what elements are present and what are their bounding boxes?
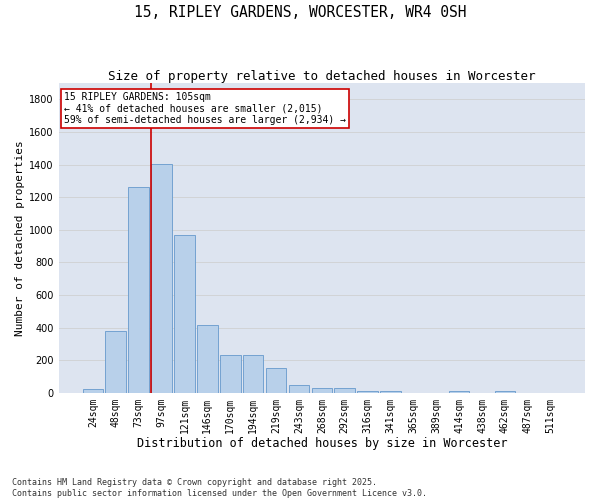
Bar	[311, 388, 332, 392]
Text: Contains HM Land Registry data © Crown copyright and database right 2025.
Contai: Contains HM Land Registry data © Crown c…	[12, 478, 427, 498]
Bar	[334, 388, 355, 392]
Bar	[197, 325, 218, 392]
Bar	[266, 368, 286, 392]
Bar	[289, 384, 309, 392]
Bar	[83, 388, 103, 392]
Bar	[494, 391, 515, 392]
Text: 15 RIPLEY GARDENS: 105sqm
← 41% of detached houses are smaller (2,015)
59% of se: 15 RIPLEY GARDENS: 105sqm ← 41% of detac…	[64, 92, 346, 126]
Bar	[358, 391, 378, 392]
Bar	[220, 355, 241, 393]
X-axis label: Distribution of detached houses by size in Worcester: Distribution of detached houses by size …	[137, 437, 507, 450]
Y-axis label: Number of detached properties: Number of detached properties	[15, 140, 25, 336]
Bar	[243, 355, 263, 393]
Text: 15, RIPLEY GARDENS, WORCESTER, WR4 0SH: 15, RIPLEY GARDENS, WORCESTER, WR4 0SH	[134, 5, 466, 20]
Bar	[128, 186, 149, 392]
Bar	[151, 164, 172, 392]
Title: Size of property relative to detached houses in Worcester: Size of property relative to detached ho…	[108, 70, 536, 83]
Bar	[449, 391, 469, 392]
Bar	[106, 331, 126, 392]
Bar	[380, 391, 401, 392]
Bar	[174, 236, 195, 392]
